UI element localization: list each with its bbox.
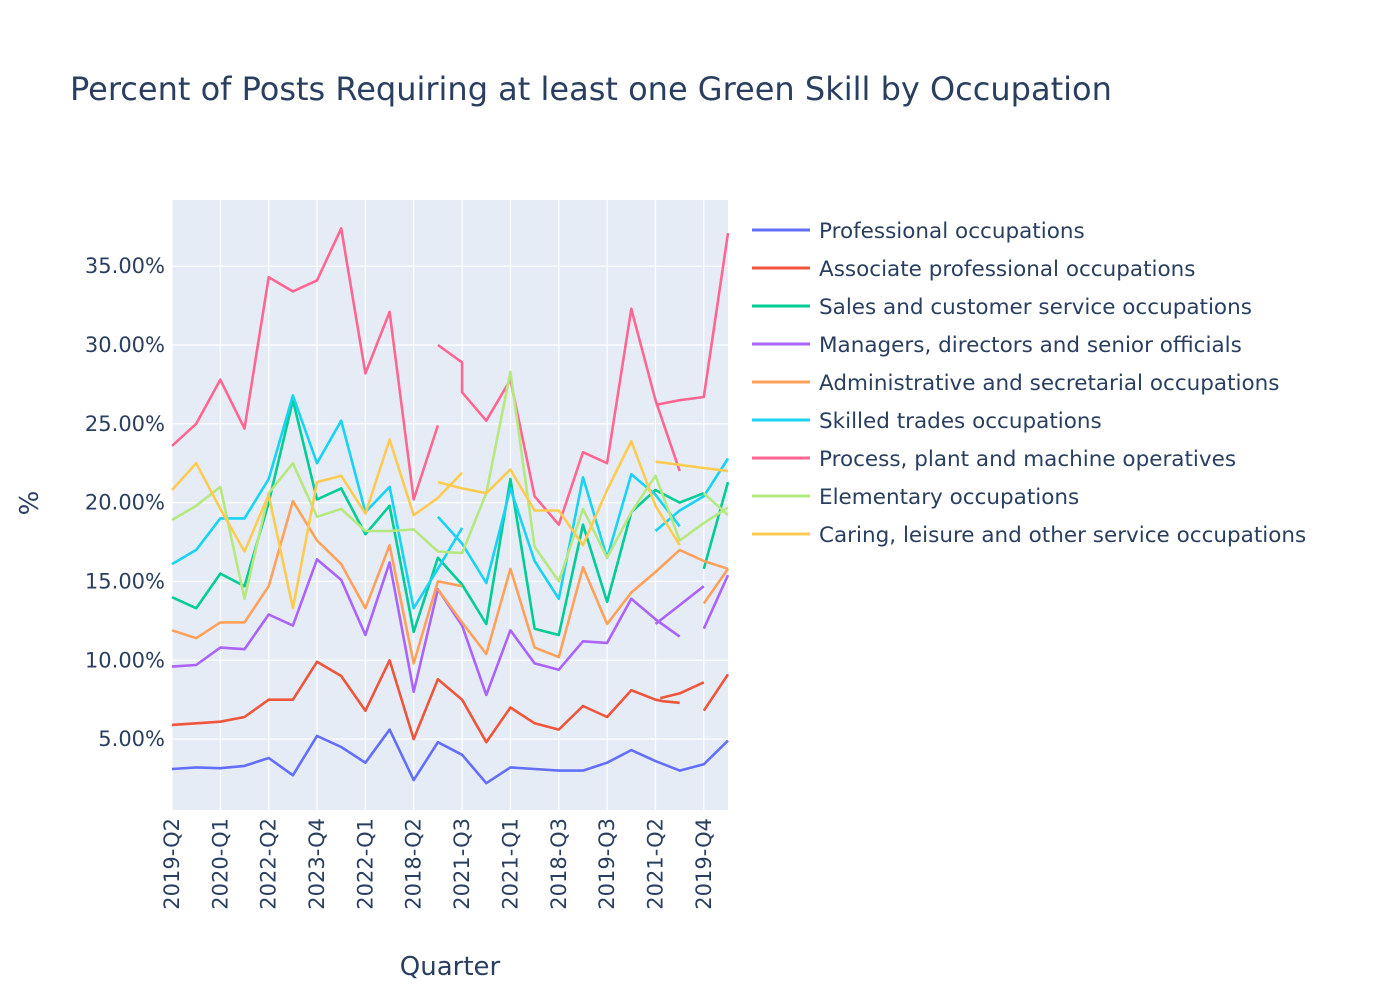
y-tick-label: 25.00%	[85, 412, 165, 436]
x-tick-label: 2019-Q3	[595, 818, 619, 910]
legend-label: Skilled trades occupations	[819, 409, 1102, 434]
y-tick-label: 35.00%	[85, 254, 165, 278]
x-tick-label: 2021-Q2	[643, 818, 667, 910]
legend-label: Associate professional occupations	[819, 257, 1195, 282]
x-axis-ticks: 2019-Q2 2020-Q1 2022-Q2 2023-Q4 2022-Q1 2018-…	[160, 818, 716, 910]
x-tick-label: 2018-Q2	[402, 818, 426, 910]
x-tick-label: 2020-Q1	[208, 818, 232, 910]
series-line-7	[171, 370, 729, 601]
x-tick-label: 2023-Q4	[305, 818, 329, 910]
y-tick-label: 30.00%	[85, 333, 165, 357]
legend-label: Sales and customer service occupations	[819, 295, 1252, 320]
legend-label: Managers, directors and senior officials	[819, 333, 1242, 358]
y-axis-ticks: 5.00% 10.00% 15.00% 20.00% 25.00% 30.00% 35.00…	[85, 254, 165, 751]
legend-label: Professional occupations	[819, 219, 1085, 244]
series-line-1	[171, 659, 730, 744]
chart-title: Percent of Posts Requiring at least one …	[70, 70, 1112, 108]
legend: Professional occupations Associate profes…	[752, 219, 1306, 548]
x-tick-label: 2021-Q3	[450, 818, 474, 910]
plot-area	[172, 200, 728, 810]
series-line-4	[171, 499, 730, 665]
x-tick-label: 2021-Q1	[498, 818, 522, 910]
series-lines	[171, 227, 730, 785]
x-axis-title: Quarter	[400, 952, 501, 982]
y-tick-label: 10.00%	[85, 648, 165, 672]
x-tick-label: 2019-Q4	[692, 818, 716, 910]
legend-label: Elementary occupations	[819, 485, 1079, 510]
series-line-0	[171, 728, 729, 785]
x-tick-label: 2022-Q1	[353, 818, 377, 910]
series-line-8	[171, 438, 729, 610]
series-line-3	[171, 558, 730, 697]
legend-label: Administrative and secretarial occupatio…	[819, 371, 1280, 396]
y-axis-title: %	[15, 491, 45, 516]
y-tick-label: 20.00%	[85, 491, 165, 515]
x-tick-label: 2022-Q2	[257, 818, 281, 910]
y-tick-label: 15.00%	[85, 569, 165, 593]
x-tick-label: 2019-Q2	[160, 818, 184, 910]
x-tick-label: 2018-Q3	[547, 818, 571, 910]
legend-label: Process, plant and machine operatives	[819, 447, 1236, 472]
y-tick-label: 5.00%	[98, 727, 165, 751]
series-line-5	[171, 394, 730, 610]
legend-label: Caring, leisure and other service occupa…	[819, 523, 1306, 548]
